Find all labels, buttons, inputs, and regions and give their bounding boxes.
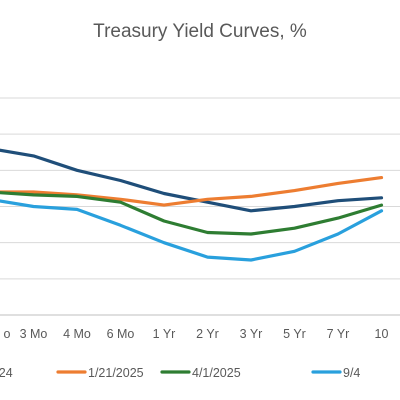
x-tick-label: 5 Yr xyxy=(283,327,306,341)
x-tick-label: 7 Yr xyxy=(327,327,350,341)
gridlines xyxy=(0,97,400,316)
series-lines xyxy=(0,148,384,262)
x-tick-label: 3 Mo xyxy=(20,327,48,341)
x-tick-label: o xyxy=(4,327,11,341)
legend-label: 1/21/2025 xyxy=(88,366,144,380)
legend: 11/5/2024 1/21/2025 4/1/2025 9/4 xyxy=(0,366,360,380)
x-tick-label: 2 Yr xyxy=(196,327,219,341)
x-tick-label: 3 Yr xyxy=(240,327,263,341)
legend-label: 4/1/2025 xyxy=(192,366,241,380)
legend-item: 4/1/2025 xyxy=(160,366,241,380)
series-line xyxy=(0,191,384,236)
x-tick-label: 4 Mo xyxy=(63,327,91,341)
chart-title: Treasury Yield Curves, % xyxy=(93,21,307,42)
series-line xyxy=(0,176,384,207)
legend-label: 11/5/2024 xyxy=(0,366,13,380)
series-4-1-2025 xyxy=(0,191,384,236)
series-1-21-2025 xyxy=(0,176,384,207)
x-tick-label: 1 Yr xyxy=(153,327,176,341)
series-line xyxy=(0,148,384,213)
legend-item: 1/21/2025 xyxy=(56,366,144,380)
series-11-5-2024 xyxy=(0,148,384,213)
legend-label: 9/4 xyxy=(343,366,360,380)
legend-item: 11/5/2024 xyxy=(0,366,13,380)
x-tick-label: 10 xyxy=(375,327,389,341)
legend-item: 9/4 xyxy=(311,366,360,380)
series-9-4 xyxy=(0,199,384,262)
x-tick-label: 6 Mo xyxy=(107,327,135,341)
series-line xyxy=(0,199,384,262)
x-tick-labels: o 3 Mo 4 Mo 6 Mo 1 Yr 2 Yr 3 Yr 5 Yr 7 Yr 10 xyxy=(4,327,389,341)
